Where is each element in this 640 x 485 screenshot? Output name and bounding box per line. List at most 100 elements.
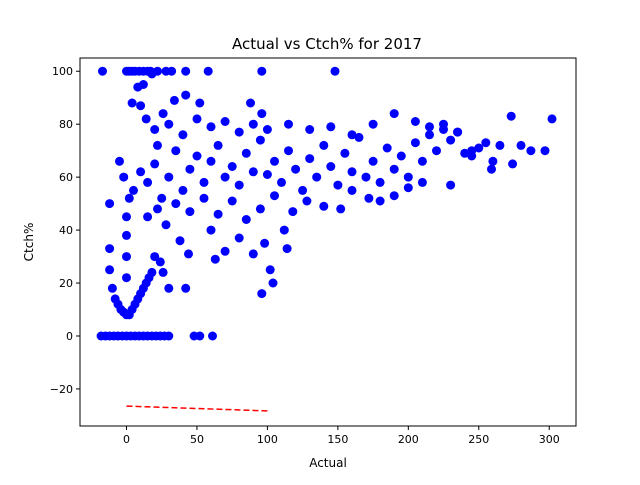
data-point — [227, 196, 237, 206]
data-point — [364, 193, 374, 203]
data-point — [153, 140, 162, 150]
data-point — [368, 119, 378, 129]
x-tick-label: 50 — [190, 433, 204, 446]
data-point — [506, 111, 516, 121]
data-point — [185, 207, 195, 217]
data-point — [246, 98, 255, 108]
data-point — [122, 230, 131, 240]
data-point — [368, 156, 378, 166]
data-point — [460, 148, 470, 158]
data-point — [319, 201, 329, 211]
chart-title: Actual vs Ctch% for 2017 — [232, 35, 422, 53]
data-point — [257, 66, 267, 76]
data-point — [150, 125, 160, 134]
data-point — [265, 265, 275, 275]
data-point — [234, 233, 244, 243]
data-point — [540, 146, 550, 156]
data-point — [213, 209, 223, 219]
data-point — [234, 127, 244, 137]
data-point — [333, 180, 343, 190]
data-point — [122, 212, 131, 222]
data-point — [255, 204, 265, 214]
data-point — [105, 199, 115, 209]
data-point — [241, 215, 251, 224]
data-point — [220, 246, 230, 256]
data-point — [150, 159, 160, 169]
data-point — [164, 331, 174, 341]
data-point — [260, 238, 270, 248]
data-point — [439, 119, 448, 129]
data-point — [432, 146, 441, 156]
data-point — [396, 151, 406, 161]
data-point — [270, 191, 279, 201]
data-point — [389, 191, 399, 201]
data-point — [279, 225, 289, 235]
data-point — [161, 220, 171, 230]
data-point — [417, 156, 427, 166]
data-point — [136, 101, 146, 111]
data-point — [488, 156, 498, 166]
data-point — [262, 125, 272, 134]
data-point — [153, 204, 162, 214]
data-point — [147, 267, 157, 277]
data-point — [474, 143, 484, 153]
data-point — [302, 196, 312, 206]
data-point — [208, 331, 217, 341]
data-point — [157, 193, 167, 203]
data-point — [257, 109, 267, 119]
data-point — [277, 177, 286, 187]
data-point — [181, 90, 191, 100]
data-point — [155, 257, 165, 267]
data-point — [268, 278, 278, 288]
data-point — [389, 164, 399, 174]
data-point — [375, 196, 385, 206]
data-point — [248, 167, 258, 177]
data-point — [122, 252, 131, 262]
data-point — [291, 164, 301, 174]
x-tick-label: 250 — [468, 433, 489, 446]
data-point — [213, 140, 223, 150]
data-point — [241, 148, 251, 158]
data-point — [495, 140, 505, 150]
data-point — [305, 154, 315, 164]
data-point — [184, 249, 193, 259]
data-point — [150, 252, 160, 262]
data-point — [526, 146, 536, 156]
y-tick-label: 100 — [52, 65, 73, 78]
data-point — [347, 167, 357, 177]
data-point — [410, 138, 420, 148]
data-point — [178, 185, 188, 195]
data-point — [282, 244, 292, 254]
data-point — [298, 185, 308, 195]
data-point — [141, 114, 151, 124]
data-point — [138, 80, 148, 89]
data-point — [119, 172, 129, 182]
data-point — [210, 254, 220, 264]
data-point — [487, 164, 496, 174]
data-point — [508, 159, 518, 169]
x-tick-label: 0 — [123, 433, 130, 446]
data-point — [330, 66, 340, 76]
data-point — [257, 289, 267, 299]
data-point — [122, 273, 131, 283]
data-point — [403, 183, 413, 193]
data-point — [147, 69, 157, 79]
data-point — [336, 204, 346, 214]
data-point — [326, 122, 336, 132]
data-point — [262, 170, 272, 179]
data-point — [375, 177, 385, 187]
data-point — [347, 185, 357, 195]
data-point — [354, 132, 364, 142]
y-tick-label: 60 — [59, 171, 73, 184]
y-axis-label: Ctch% — [22, 223, 36, 262]
trend-line — [126, 405, 268, 412]
data-point — [547, 114, 557, 124]
data-point — [178, 130, 188, 140]
data-point — [136, 167, 146, 177]
data-point — [171, 146, 181, 156]
plot-frame — [79, 57, 577, 427]
data-point — [195, 98, 205, 108]
data-point — [312, 172, 322, 182]
data-point — [467, 146, 477, 156]
